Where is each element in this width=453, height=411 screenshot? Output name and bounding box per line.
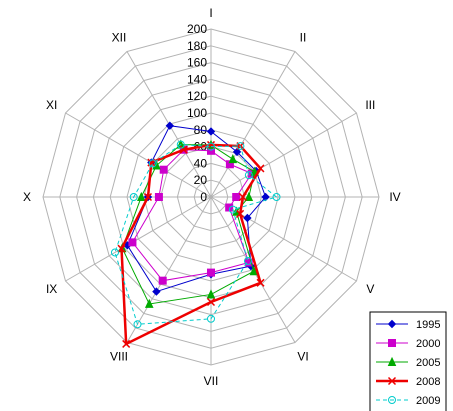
data-point [387,356,397,366]
data-point [128,238,137,247]
series-layer [110,121,281,348]
tick-label: 120 [187,89,207,103]
legend-item: 2005 [376,356,440,369]
grid-spoke [210,112,357,198]
category-label: I [209,6,212,20]
data-point [236,209,245,218]
data-point [387,376,397,386]
data-point [244,171,253,180]
data-point [144,298,154,308]
data-point [228,205,237,214]
grid-spoke [65,112,212,198]
data-point [244,258,253,267]
tick-label: 200 [187,22,207,36]
legend-label: 2000 [416,338,440,350]
legend-label: 1995 [416,319,440,331]
legend-label: 2008 [416,376,440,388]
data-point [148,159,157,168]
category-label: XI [46,98,57,112]
data-point [272,193,281,201]
data-point [133,320,142,329]
data-point [207,268,215,277]
data-point [110,248,119,257]
data-point [388,339,396,347]
data-point [256,164,265,173]
series-line [120,143,263,346]
data-point [165,121,175,130]
data-point [117,244,126,253]
legend-label: 2009 [416,395,440,407]
legend-item: 2009 [376,395,440,407]
data-point [206,289,216,299]
data-point [207,314,215,323]
data-point [387,319,397,329]
data-point [207,142,215,151]
data-point [228,153,238,164]
tick-label: 140 [187,72,207,86]
data-point [143,192,153,202]
series-line [114,144,278,325]
data-point [154,193,163,201]
category-label: VI [297,349,308,363]
data-point [206,140,216,149]
tick-label: 40 [194,156,208,170]
category-label: XII [112,31,127,45]
legend-item: 1995 [376,319,440,331]
series-2005 [117,139,259,308]
data-point [238,192,247,202]
grid-spoke [65,196,212,282]
data-point [136,191,146,201]
grid-spoke [126,196,212,343]
category-label: V [366,282,374,296]
tick-label: 180 [187,39,207,53]
data-point [236,142,245,151]
data-point [129,193,138,201]
data-point [232,147,242,157]
category-label: VII [204,374,219,388]
data-point [256,278,265,287]
data-point [122,339,131,348]
data-point [179,145,188,154]
legend-item: 2000 [376,338,440,350]
legend-label: 2005 [416,357,440,369]
tick-label: 160 [187,56,207,70]
data-point [152,287,161,296]
grid-spoke [210,51,296,198]
series-2008 [117,140,265,348]
category-label: II [300,31,307,45]
data-point [243,257,252,266]
tick-label: 20 [194,173,208,187]
data-point [159,165,168,174]
tick-label: 100 [187,106,207,120]
data-point [388,396,396,404]
data-point [158,276,167,285]
category-label: III [365,98,375,112]
data-point [243,213,252,223]
data-point [176,140,185,149]
series-2009 [110,140,281,329]
legend-item: 2008 [376,376,440,388]
radar-grid [42,28,380,366]
category-label: VIII [110,349,128,363]
category-label: IV [389,190,400,204]
data-point [249,266,259,276]
data-point [206,297,216,307]
data-point [244,191,254,201]
tick-label: 0 [200,190,207,204]
category-label: X [23,190,31,204]
data-point [206,127,216,136]
category-label: IX [46,282,57,296]
data-point [232,193,241,201]
legend: 1995 2000 2005 2008 2009 [369,311,447,411]
